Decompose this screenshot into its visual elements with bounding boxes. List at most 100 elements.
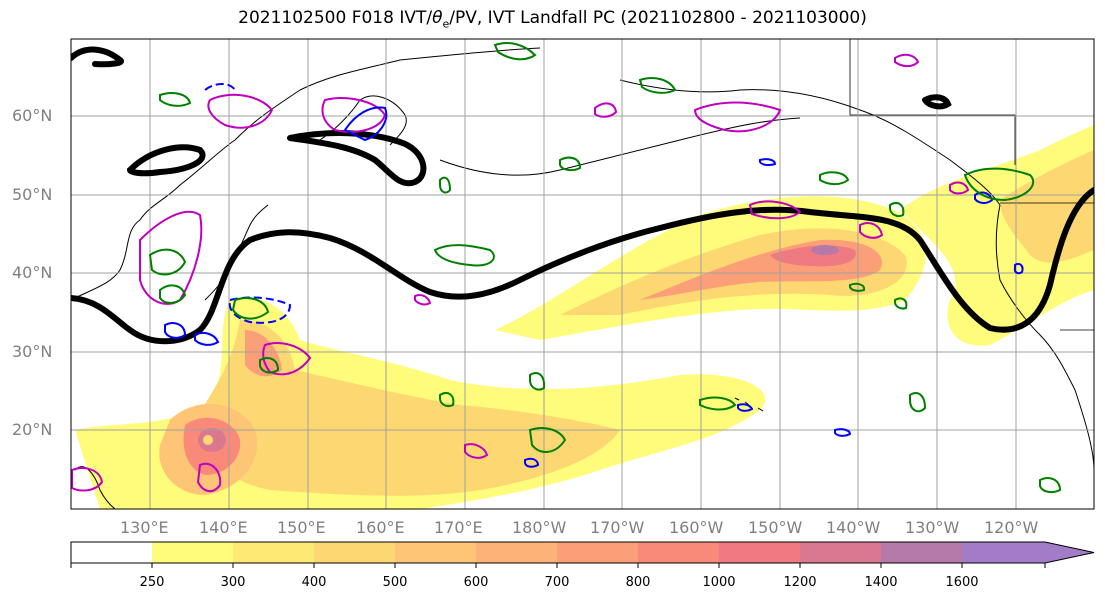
colorbar-tick-label: 250 [139,575,165,590]
pv-contours [71,46,1094,345]
landfall-siberia [148,248,187,276]
theta-e-cold-bc [974,191,994,204]
landfall-alaska [638,77,677,94]
coastline-aleutians [439,117,801,176]
landfall-dateline [433,244,495,267]
colorbar-bin-5 [476,542,557,563]
theta-e-cold-korea [164,322,187,339]
colorbar-bin-3 [314,542,395,563]
landfall-trop [528,427,567,453]
lon-label-140w: 140°W [826,518,881,537]
landfall-mid [559,156,582,172]
pv-okhotsk-contour [126,144,206,177]
ivt-landfall-contours [148,42,1062,494]
landfall-kamchatka [439,176,452,194]
landfall-gulf [819,171,850,186]
colorbar-bin-7 [638,542,719,563]
colorbar-bin-0 [71,542,152,563]
pv-kamchatka-contour [287,130,427,187]
theta-e-typhoon [196,462,222,493]
colorbar-tick-label: 500 [382,575,408,590]
colorbar-bin-6 [557,542,638,563]
colorbar-outline [70,541,1095,564]
landfall-bering [493,42,537,61]
theta-e-bering [693,101,782,133]
colorbar-tick-label: 800 [625,575,651,590]
coastlines [71,47,1094,509]
lon-label-160e: 160°E [356,518,405,537]
lon-label-170w: 170°W [590,518,645,537]
theta-e-siberia [139,210,203,305]
ivt-subtropical-mid [195,320,620,496]
lat-label-40n: 40°N [12,263,53,282]
theta-e-cold-east [834,428,852,437]
coastline-asia-east [71,47,541,301]
colorbar-tick-label: 1200 [783,575,817,590]
landfall-japan-2 [259,357,280,374]
landfall-hawaii [699,396,737,411]
landfall-subtrop [439,392,455,408]
lat-label-30n: 30°N [12,342,53,361]
ivt-typhoon-eye [203,435,213,445]
lon-label-180w: 180°W [512,518,567,537]
ivt-plume-peak [811,245,839,255]
theta-e-kamchatka [321,97,387,133]
lat-label-50n: 50°N [12,185,53,204]
lon-label-130w: 130°W [905,518,960,537]
theta-e-warm-contours [71,53,970,493]
colorbar-tick-label: 300 [220,575,246,590]
theta-e-cold-trop [524,457,540,468]
lon-label-140e: 140°E [199,518,248,537]
theta-e-cold-okhotsk [204,83,236,91]
lon-label-130e: 130°E [120,518,169,537]
theta-e-cold-gulf [759,158,777,167]
colorbar-tick-label: 1000 [702,575,736,590]
ivt-coast-band-mid [1000,150,1094,263]
colorbar-bin-2 [233,542,314,563]
theta-e-central [464,443,489,459]
landfall-east [909,392,927,413]
lon-label-170e: 170°E [434,518,483,537]
colorbar-bin-4 [395,542,476,563]
colorbar-ticks [70,563,1046,568]
theta-e-cold-kamchatka [343,106,388,142]
theta-e-dateline [414,293,432,306]
colorbar-tick-label: 400 [301,575,327,590]
theta-e-cold-contours [164,83,1024,468]
colorbar-bin-8 [719,542,800,563]
landfall-japan [231,297,270,320]
landfall-trop-2 [529,372,546,391]
map-title: 2021102500 F018 IVT/θe/PV, IVT Landfall … [238,8,867,31]
pv-canada-contour [922,94,952,110]
colorbar-tick-label: 1400 [864,575,898,590]
theta-e-cold-hawaii [737,403,754,412]
pv-arctic-contour [71,46,124,68]
theta-e-alaska [894,53,920,68]
colorbar-tick-label: 700 [544,575,570,590]
graticule [71,39,1094,509]
lat-label-20n: 20°N [12,420,53,439]
theta-e-bc [949,181,970,195]
coastline-north-america-west [995,204,1094,471]
coastline-kamchatka [319,95,407,146]
colorbar-bin-10 [881,542,962,563]
colorbar-tick-label: 1600 [945,575,979,590]
colorbar [70,541,1095,568]
pv-main-contour [71,187,1094,345]
lon-label-150w: 150°W [748,518,803,537]
landfall-east-3 [894,297,908,310]
theta-e-okhotsk [207,93,274,129]
theta-e-cold-us [1013,262,1024,275]
landfall-east-2 [849,282,866,292]
landfall-siberia-2 [159,284,187,304]
colorbar-bin-9 [800,542,881,563]
lat-label-60n: 60°N [12,106,53,125]
landfall-ne [889,202,905,218]
colorbar-bin-1 [152,542,233,563]
lon-label-160w: 160°W [669,518,724,537]
theta-e-mid [594,102,618,118]
lon-label-150e: 150°E [277,518,326,537]
colorbar-bin-11 [962,542,1094,563]
colorbar-tick-label: 600 [463,575,489,590]
